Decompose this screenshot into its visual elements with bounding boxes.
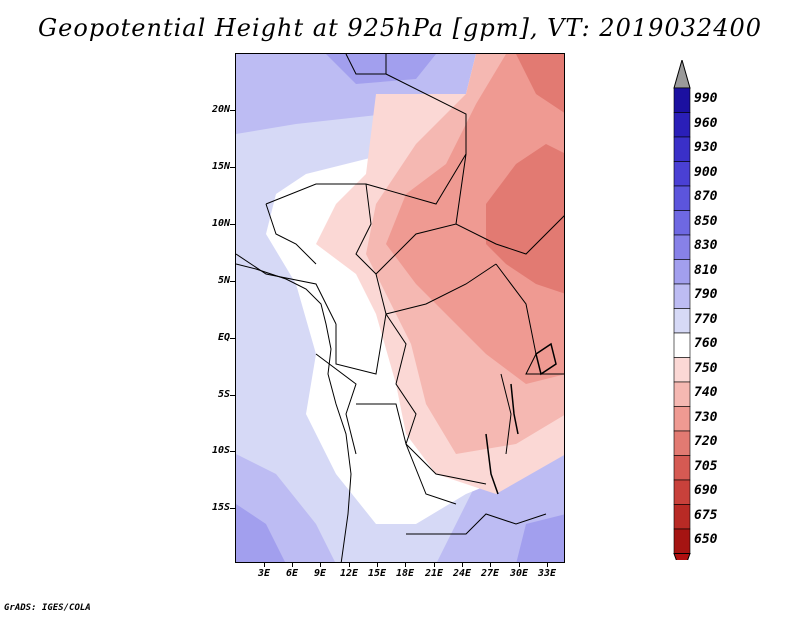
lat-label-5s: 5S [217, 389, 230, 400]
lon-tick [405, 563, 406, 567]
lon-tick [349, 563, 350, 567]
colorbar-level-label: 810 [694, 262, 718, 278]
lat-tick [230, 338, 235, 339]
lon-label-9e: 9E [313, 568, 327, 579]
colorbar-swatch [673, 259, 691, 285]
lon-label-33e: 33E [537, 568, 557, 579]
colorbar-swatch [673, 504, 691, 530]
colorbar-top-arrow [673, 60, 691, 89]
lon-tick [377, 563, 378, 567]
lon-tick [320, 563, 321, 567]
colorbar-level-label: 690 [694, 483, 718, 498]
colorbar-swatch [673, 406, 691, 432]
lon-tick [434, 563, 435, 567]
lat-tick [230, 167, 235, 168]
colorbar-swatch [673, 87, 691, 113]
colorbar-level-label: 770 [694, 311, 718, 327]
colorbar-level-label: 790 [694, 287, 718, 302]
colorbar-swatch [673, 308, 691, 334]
colorbar-swatch [673, 185, 691, 211]
colorbar-level-label: 705 [694, 458, 718, 474]
lat-label-5n: 5N [217, 275, 230, 286]
colorbar-swatch [673, 528, 691, 554]
lon-tick [292, 563, 293, 567]
colorbar-swatch [673, 332, 691, 358]
lon-label-12e: 12E [339, 568, 359, 579]
colorbar-level-label: 720 [694, 434, 718, 449]
colorbar-swatch [673, 479, 691, 505]
colorbar-level-label: 830 [694, 238, 718, 253]
colorbar-level-label: 760 [694, 336, 718, 351]
lat-tick [230, 451, 235, 452]
colorbar-level-label: 750 [694, 360, 718, 376]
lat-label-20n: 20N [211, 104, 230, 115]
lon-label-15e: 15E [367, 568, 387, 579]
colorbar-swatch [673, 430, 691, 456]
lat-tick [230, 281, 235, 282]
lon-label-30e: 30E [509, 568, 529, 579]
lat-tick [230, 110, 235, 111]
lat-label-eq: EQ [217, 332, 230, 343]
colorbar-level-label: 675 [694, 507, 718, 523]
lon-label-21e: 21E [424, 568, 444, 579]
lat-label-10s: 10S [211, 445, 230, 456]
colorbar-level-label: 930 [694, 140, 718, 155]
map-plot-area [235, 53, 565, 563]
colorbar-swatch [673, 234, 691, 260]
colorbar-level-label: 740 [694, 385, 718, 400]
lon-tick [547, 563, 548, 567]
colorbar-level-label: 870 [694, 189, 718, 204]
colorbar-level-label: 730 [694, 409, 718, 425]
map-field [236, 54, 564, 562]
colorbar-level-label: 990 [694, 91, 718, 106]
lon-label-3e: 3E [257, 568, 271, 579]
colorbar-swatch [673, 381, 691, 407]
colorbar-level-label: 900 [694, 164, 718, 180]
colorbar-swatch [673, 455, 691, 481]
lat-tick [230, 224, 235, 225]
colorbar-swatch [673, 112, 691, 138]
grads-credit: GrADS: IGES/COLA [4, 603, 91, 613]
lon-label-27e: 27E [480, 568, 500, 579]
lon-label-6e: 6E [285, 568, 299, 579]
lon-tick [490, 563, 491, 567]
colorbar-swatch [673, 357, 691, 383]
lat-tick [230, 395, 235, 396]
lat-label-10n: 10N [211, 218, 230, 229]
lon-tick [264, 563, 265, 567]
lat-label-15s: 15S [211, 502, 230, 513]
colorbar-swatch [673, 210, 691, 236]
lon-label-24e: 24E [452, 568, 472, 579]
colorbar [673, 60, 691, 560]
colorbar-level-label: 850 [694, 213, 718, 229]
colorbar-swatch [673, 161, 691, 187]
colorbar-swatch [673, 283, 691, 309]
lon-tick [519, 563, 520, 567]
lat-tick [230, 508, 235, 509]
lat-label-15n: 15N [211, 161, 230, 172]
map-title: Geopotential Height at 925hPa [gpm], VT:… [38, 14, 762, 42]
lon-tick [462, 563, 463, 567]
colorbar-level-label: 960 [694, 115, 718, 131]
colorbar-level-label: 650 [694, 532, 718, 547]
colorbar-swatch [673, 136, 691, 162]
colorbar-bottom-arrow [673, 553, 691, 560]
lon-label-18e: 18E [395, 568, 415, 579]
